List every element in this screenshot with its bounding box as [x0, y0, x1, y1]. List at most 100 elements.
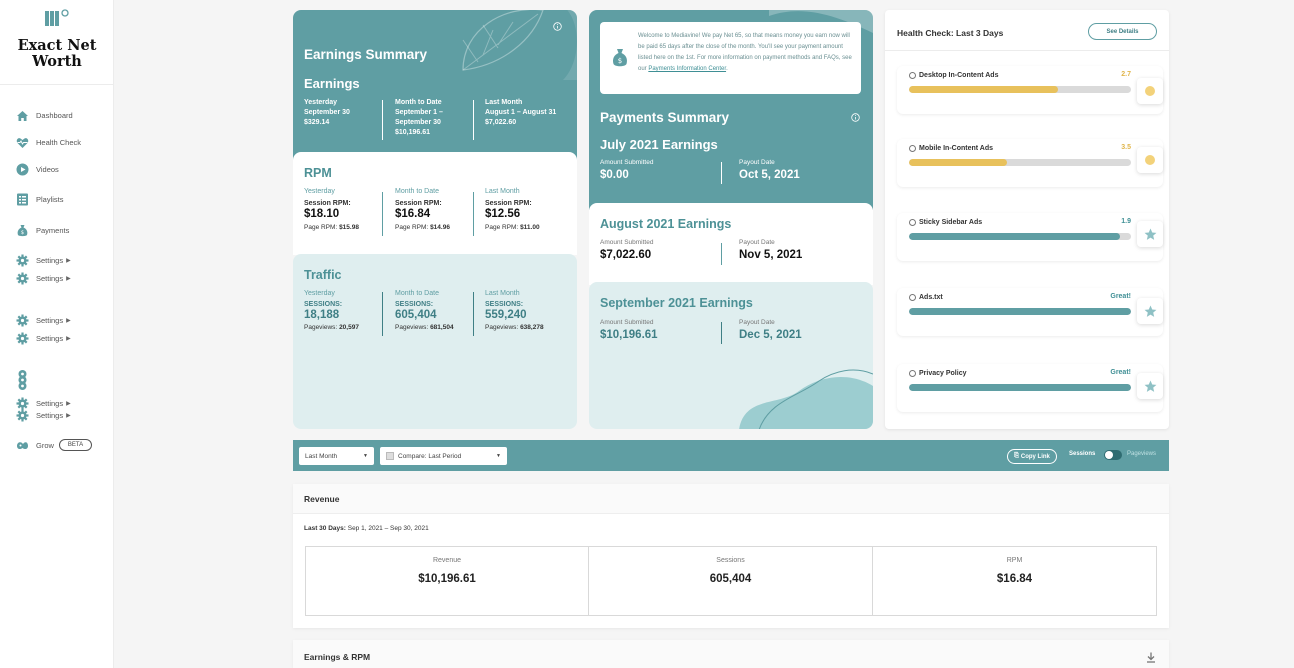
- list-icon: [17, 193, 28, 205]
- rpm-card: RPM Yesterday Session RPM: $18.10 Page R…: [293, 152, 577, 255]
- mediavine-logo-icon[interactable]: [43, 8, 71, 28]
- metric-label: RPM: [1006, 557, 1023, 564]
- info-icon[interactable]: [851, 113, 860, 122]
- beta-badge: BETA: [58, 439, 93, 451]
- sidebar-item-settings[interactable]: Settings ▶: [16, 312, 71, 328]
- copy-link-label: Copy Link: [1020, 453, 1050, 460]
- revenue-title: Revenue: [304, 494, 340, 504]
- september-earnings-title: September 2021 Earnings: [600, 296, 753, 310]
- chevron-right-icon: ▶: [66, 257, 71, 264]
- see-details-button[interactable]: See Details: [1088, 23, 1157, 40]
- rpm-col-last-month: Last Month Session RPM: $12.56 Page RPM:…: [485, 188, 540, 231]
- earnings-col-last-month: Last Month August 1 – August 31 $7,022.60: [485, 99, 557, 126]
- health-progress-fill: [909, 86, 1058, 93]
- info-icon: [909, 294, 916, 301]
- copy-link-button[interactable]: ⎘ Copy Link: [1007, 449, 1057, 464]
- metric-value: 605,404: [709, 573, 752, 585]
- info-icon: [909, 145, 916, 152]
- rpm-title: RPM: [304, 166, 332, 180]
- sidebar-item-settings[interactable]: Settings ▶: [16, 252, 71, 268]
- brand-name: Exact Net Worth: [17, 37, 97, 70]
- sidebar-item-label: Payments: [36, 225, 70, 235]
- health-row-name: Mobile In-Content Ads: [919, 145, 994, 152]
- health-row-ads-txt[interactable]: Ads.txt Great!: [897, 288, 1163, 336]
- health-progress-track: [909, 233, 1131, 240]
- revenue-card: Revenue Last 30 Days: Sep 1, 2021 – Sep …: [293, 484, 1169, 628]
- sidebar-item-dashboard[interactable]: Dashboard: [16, 107, 73, 123]
- health-badge-circle-icon: [1137, 147, 1163, 173]
- stacked-gear-icons: [18, 370, 27, 390]
- svg-text:$: $: [618, 57, 622, 65]
- payments-info-link[interactable]: Payments Information Center: [648, 66, 727, 72]
- period-select[interactable]: Last Month ▼: [299, 447, 374, 465]
- earnings-col-yesterday: Yesterday September 30 $329.14: [304, 99, 350, 126]
- download-icon[interactable]: [1146, 652, 1156, 663]
- health-progress-track: [909, 159, 1131, 166]
- sidebar-item-label: Settings: [36, 315, 64, 325]
- toggle-sessions-label: Sessions: [1069, 451, 1096, 457]
- sidebar-item-settings[interactable]: Settings ▶: [16, 330, 71, 346]
- divider: [382, 192, 383, 236]
- sidebar-item-grow[interactable]: Grow BETA: [16, 437, 93, 453]
- play-icon: [16, 163, 29, 175]
- earnings-rpm-title: Earnings & RPM: [304, 652, 371, 662]
- divider: [721, 322, 722, 344]
- sidebar-item-label: Health Check: [36, 137, 82, 147]
- health-row-name: Desktop In-Content Ads: [919, 72, 999, 79]
- health-row-desktop-in-content-ads[interactable]: Desktop In-Content Ads 2.7: [897, 66, 1163, 114]
- sidebar-item-label: Playlists: [36, 194, 64, 204]
- sidebar-item-payments[interactable]: $ Payments: [16, 222, 69, 238]
- health-row-privacy-policy[interactable]: Privacy Policy Great!: [897, 364, 1163, 412]
- health-row-sticky-sidebar-ads[interactable]: Sticky Sidebar Ads 1.9: [897, 213, 1163, 261]
- sidebar-item-label: Settings: [36, 410, 64, 420]
- divider: [721, 243, 722, 265]
- health-row-mobile-in-content-ads[interactable]: Mobile In-Content Ads 3.5: [897, 139, 1163, 187]
- divider: [473, 100, 474, 140]
- gear-icon: [16, 332, 29, 344]
- link-icon: ⎘: [1014, 453, 1019, 459]
- sidebar-item-videos[interactable]: Videos: [16, 161, 59, 177]
- september-amount: Amount Submitted $10,196.61: [600, 319, 658, 341]
- wave-decoration-icon: [769, 10, 873, 34]
- traffic-col-last-month: Last Month SESSIONS: 559,240 Pageviews: …: [485, 290, 544, 331]
- metric-sessions: Sessions 605,404: [588, 546, 873, 616]
- health-check-title: Health Check: Last 3 Days: [897, 28, 1004, 38]
- gear-icon: [16, 272, 29, 284]
- payment-notice-text: Welcome to Mediavine! We pay Net 65, so …: [638, 33, 852, 72]
- toggle-pageviews-label: Pageviews: [1127, 451, 1157, 457]
- sidebar-item-health-check[interactable]: Health Check: [16, 134, 81, 150]
- september-payout: Payout Date Dec 5, 2021: [739, 319, 802, 341]
- health-row-name: Privacy Policy: [919, 370, 967, 377]
- earnings-subtitle: Earnings: [304, 76, 360, 91]
- health-score: Great!: [1110, 369, 1131, 376]
- health-score: 2.7: [1121, 71, 1131, 78]
- gear-icon: [16, 254, 29, 266]
- september-earnings-card: September 2021 Earnings Amount Submitted…: [589, 282, 873, 429]
- traffic-col-month-to-date: Month to Date SESSIONS: 605,404 Pageview…: [395, 290, 454, 331]
- divider: [721, 162, 722, 184]
- sidebar-item-playlists[interactable]: Playlists: [16, 191, 64, 207]
- compare-select[interactable]: Compare: Last Period ▼: [380, 447, 507, 465]
- sidebar-item-settings[interactable]: Settings ▶: [16, 407, 71, 423]
- earnings-summary-title: Earnings Summary: [304, 47, 428, 62]
- sessions-pageviews-toggle[interactable]: [1104, 450, 1122, 460]
- divider: [382, 100, 383, 140]
- july-earnings-title: July 2021 Earnings: [600, 137, 718, 152]
- health-progress-fill: [909, 159, 1007, 166]
- sidebar-item-settings[interactable]: Settings ▶: [16, 270, 71, 286]
- info-icon[interactable]: [553, 22, 562, 31]
- sidebar-item-label: Videos: [36, 164, 59, 174]
- revenue-header: [293, 484, 1169, 514]
- divider: [473, 292, 474, 336]
- sidebar-item-label: Settings: [36, 255, 64, 265]
- divider: [885, 50, 1169, 51]
- sidebar-item-settings[interactable]: Settings ▶: [16, 395, 71, 411]
- traffic-col-yesterday: Yesterday SESSIONS: 18,188 Pageviews: 20…: [304, 290, 359, 331]
- payment-notice: $ Welcome to Mediavine! We pay Net 65, s…: [600, 22, 861, 94]
- info-icon: [909, 370, 916, 377]
- july-amount: Amount Submitted $0.00: [600, 159, 654, 181]
- compare-checkbox[interactable]: [386, 452, 394, 460]
- money-bag-icon: $: [613, 49, 627, 67]
- payments-summary-title: Payments Summary: [600, 110, 730, 125]
- home-icon: [17, 110, 28, 121]
